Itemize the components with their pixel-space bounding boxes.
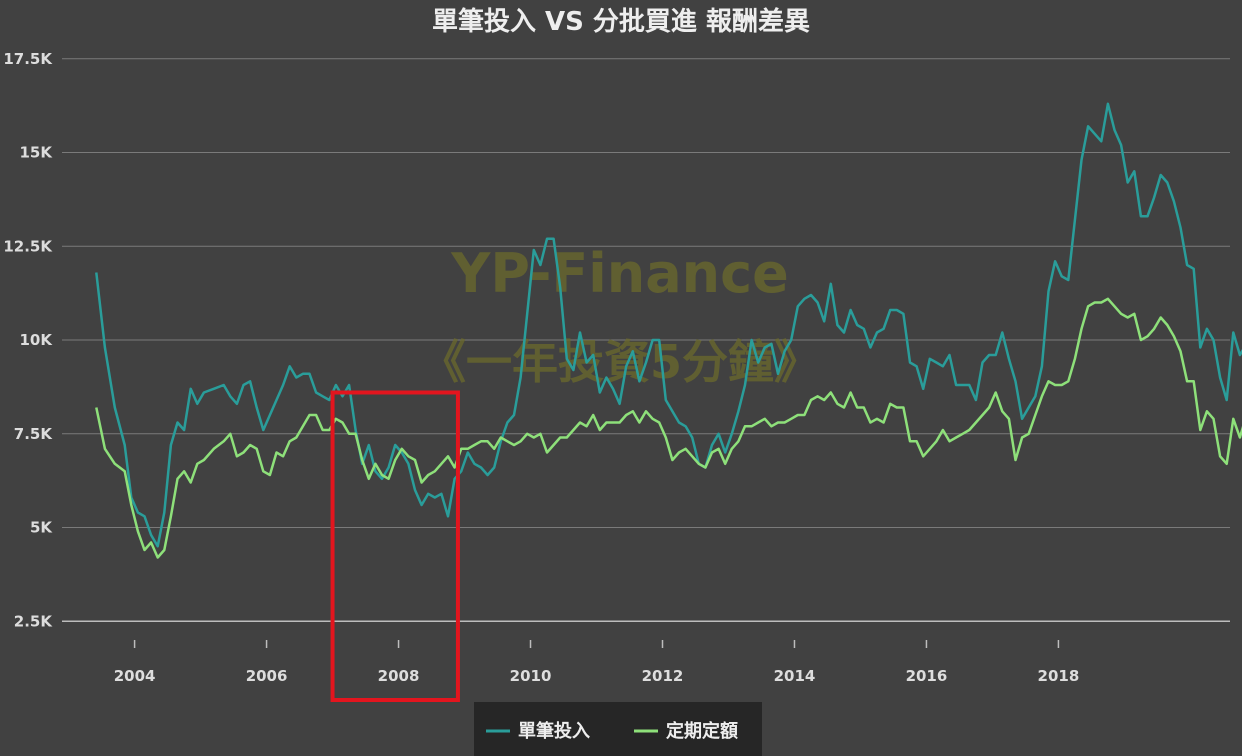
legend-label-dca[interactable]: 定期定額 — [666, 720, 738, 742]
y-tick-label: 2.5K — [14, 612, 54, 630]
y-tick-label: 12.5K — [3, 237, 53, 255]
x-tick-label: 2006 — [246, 667, 288, 685]
legend-background — [474, 702, 762, 756]
y-tick-label: 17.5K — [3, 50, 53, 68]
watermark: YP-Finance 《一年投資5分鐘》 — [420, 242, 820, 389]
watermark-line-2: 《一年投資5分鐘》 — [420, 335, 820, 389]
series-lines — [95, 102, 1242, 559]
y-axis-ticks: 2.5K 5K 7.5K 10K 12.5K 15K 17.5K — [3, 50, 53, 631]
y-tick-label: 10K — [20, 331, 54, 349]
gridlines — [62, 58, 1230, 622]
x-tick-label: 2014 — [774, 667, 816, 685]
x-tick-label: 2010 — [510, 667, 552, 685]
x-tick-label: 2008 — [378, 667, 420, 685]
x-tick-label: 2016 — [906, 667, 948, 685]
x-tick-label: 2018 — [1038, 667, 1080, 685]
chart-title: 單筆投入 VS 分批買進 報酬差異 — [432, 6, 810, 37]
y-tick-label: 5K — [30, 519, 53, 537]
y-tick-label: 7.5K — [14, 425, 54, 443]
series-line-dca — [95, 297, 1242, 559]
x-axis-ticks: 2004 2006 2008 2010 2012 2014 2016 2018 — [114, 640, 1080, 685]
legend[interactable]: 單筆投入 定期定額 — [474, 702, 762, 756]
y-tick-label: 15K — [20, 144, 54, 162]
x-tick-label: 2004 — [114, 667, 156, 685]
x-tick-label: 2012 — [642, 667, 684, 685]
highlight-box — [330, 390, 460, 702]
legend-label-lump-sum[interactable]: 單筆投入 — [518, 720, 590, 742]
series-line-lump-sum — [95, 102, 1242, 548]
watermark-line-1: YP-Finance — [450, 242, 789, 305]
